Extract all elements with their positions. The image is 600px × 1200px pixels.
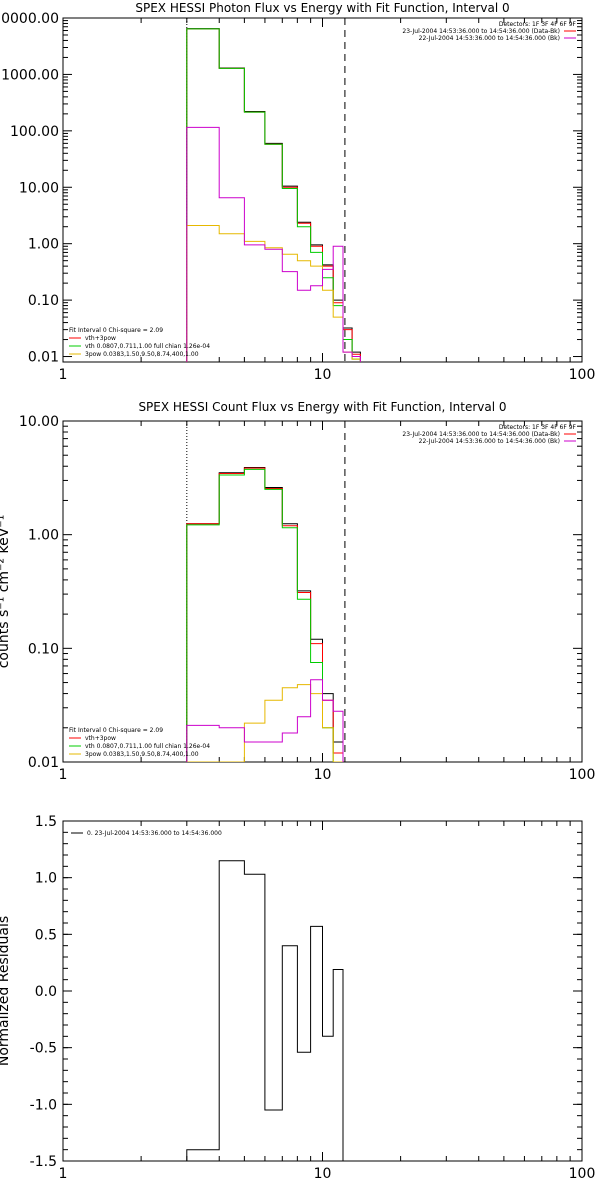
- legend-entry: Fit Interval 0 Chi-square = 2.09: [69, 727, 163, 734]
- x-tick-label: 1: [59, 767, 68, 783]
- x-tick-label: 100: [569, 1166, 596, 1182]
- legend-entry: 22-Jul-2004 14:53:36.000 to 14:54:36.000…: [419, 438, 560, 445]
- legend-entry: 3pow 0.0383,1.50,9.50,8.74,400,1.00: [85, 751, 199, 758]
- y-tick-label: 1.00: [28, 237, 59, 253]
- x-tick-label: 10: [314, 1166, 332, 1182]
- legend-entry: Detectors: 1F 3F 4F 6F 9F: [499, 424, 577, 431]
- x-tick-label: 100: [569, 767, 596, 783]
- legend-entry: vth 0.0807,0.711,1.00 full chian 1.26e-0…: [85, 743, 210, 750]
- x-tick-label: 1: [59, 367, 68, 383]
- x-tick-label: 1: [59, 1166, 68, 1182]
- y-axis-label: Normalized Residuals: [0, 916, 12, 1066]
- y-tick-label: 0.01: [28, 350, 59, 366]
- x-tick-label: 10: [314, 367, 332, 383]
- y-tick-label: 10.00: [19, 414, 59, 430]
- chart-title: SPEX HESSI Count Flux vs Energy with Fit…: [138, 400, 506, 414]
- y-tick-label: 0.01: [28, 755, 59, 771]
- y-tick-label: 100.00: [10, 124, 59, 140]
- legend-entry: 23-Jul-2004 14:53:36.000 to 14:54:36.000…: [402, 431, 560, 438]
- y-tick-label: -1.5: [30, 1154, 57, 1170]
- x-tick-label: 100: [569, 367, 596, 383]
- x-tick-label: 10: [314, 767, 332, 783]
- y-tick-label: 1.0: [35, 871, 57, 887]
- y-tick-label: -0.5: [30, 1041, 57, 1057]
- y-tick-label: 0.5: [35, 927, 57, 943]
- legend-entry: vth+3pow: [85, 735, 116, 742]
- legend-entry: 23-Jul-2004 14:53:36.000 to 14:54:36.000…: [402, 28, 560, 35]
- y-tick-label: 1.5: [35, 814, 57, 830]
- legend-entry: vth+3pow: [85, 335, 116, 342]
- y-tick-label: -1.0: [30, 1097, 57, 1113]
- y-axis-label: counts s⁻¹ cm⁻² keV⁻¹: [0, 515, 12, 669]
- y-tick-label: 1000.00: [1, 67, 59, 83]
- y-tick-label: 0.0: [35, 984, 57, 1000]
- y-tick-label: 1.00: [28, 528, 59, 544]
- y-tick-label: 0.10: [28, 293, 59, 309]
- legend-entry: 22-Jul-2004 14:53:36.000 to 14:54:36.000…: [419, 35, 560, 42]
- y-tick-label: 0.10: [28, 641, 59, 657]
- legend-entry: Detectors: 1F 3F 4F 6F 9F: [499, 21, 577, 28]
- y-tick-label: 10.00: [19, 180, 59, 196]
- legend-entry: vth 0.0807,0.711,1.00 full chian 1.26e-0…: [85, 343, 210, 350]
- legend-entry: 0. 23-Jul-2004 14:53:36.000 to 14:54:36.…: [87, 830, 222, 837]
- chart-title: SPEX HESSI Photon Flux vs Energy with Fi…: [135, 1, 509, 15]
- legend-entry: 3pow 0.0383,1.50,9.50,8.74,400,1.00: [85, 351, 199, 358]
- legend-entry: Fit Interval 0 Chi-square = 2.09: [69, 327, 163, 334]
